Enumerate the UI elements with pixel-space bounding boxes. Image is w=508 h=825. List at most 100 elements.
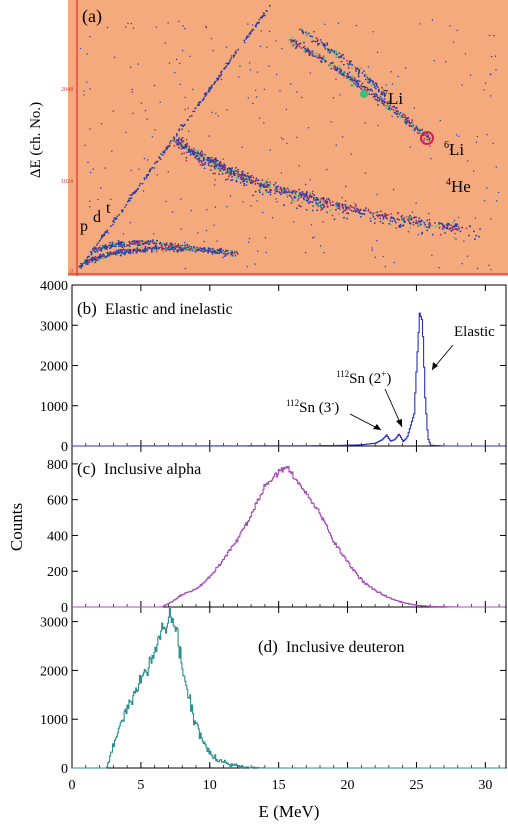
scatter-point <box>300 205 302 208</box>
scatter-point <box>182 147 185 150</box>
scatter-point <box>488 264 490 266</box>
scatter-point <box>98 246 101 249</box>
scatter-point <box>292 199 294 201</box>
scatter-point <box>344 200 347 202</box>
scatter-point <box>328 200 331 202</box>
histogram-series <box>72 312 506 769</box>
scatter-point <box>240 173 243 176</box>
scatter-point <box>398 113 401 116</box>
scatter-point <box>121 241 123 244</box>
scatter-point <box>229 253 232 256</box>
scatter-point <box>205 92 208 94</box>
scatter-point <box>201 164 204 167</box>
scatter-point <box>288 189 291 192</box>
scatter-point <box>167 145 170 148</box>
scatter-point <box>431 233 434 236</box>
scatter-point <box>377 124 379 127</box>
scatter-point <box>345 77 348 80</box>
scatter-point <box>107 252 110 255</box>
scatter-point <box>216 159 219 162</box>
scatter-point <box>305 49 308 52</box>
scatter-point <box>231 179 234 181</box>
scatter-point <box>246 266 248 268</box>
scatter-point <box>337 206 339 209</box>
scatter-point <box>189 55 191 57</box>
scatter-point <box>135 249 138 252</box>
scatter-point <box>316 209 319 212</box>
scatter-point <box>89 36 91 38</box>
scatter-point <box>216 77 219 80</box>
scatter-point <box>425 135 428 138</box>
scatter-point <box>203 247 206 249</box>
scatter-point <box>290 202 293 204</box>
scatter-point <box>182 125 185 128</box>
x-axis-title: E (MeV) <box>259 802 320 821</box>
scatter-point <box>335 204 337 207</box>
scatter-point <box>220 78 222 81</box>
scatter-point <box>391 216 394 219</box>
scatter-point <box>101 247 103 250</box>
scatter-point <box>242 180 244 183</box>
scatter-point <box>121 209 124 212</box>
scatter-point <box>298 45 301 48</box>
scatter-point <box>210 161 213 164</box>
scatter-point <box>400 217 403 220</box>
scatter-point <box>381 97 383 100</box>
scatter-point <box>198 161 200 163</box>
scatter-point <box>308 50 310 53</box>
scatter-point <box>203 240 205 243</box>
scatter-point <box>376 240 378 242</box>
scatter-point <box>99 245 101 247</box>
scatter-point <box>299 194 301 196</box>
panel-a-scatter <box>78 4 500 271</box>
scatter-point <box>265 191 268 194</box>
scatter-point <box>301 28 303 31</box>
scatter-point <box>306 50 309 53</box>
scatter-point <box>129 222 131 224</box>
scatter-point <box>222 168 224 170</box>
scatter-point <box>107 255 110 257</box>
scatter-point <box>350 153 352 155</box>
scatter-point <box>322 57 325 60</box>
scatter-point <box>214 206 217 208</box>
scatter-point <box>239 174 241 177</box>
scatter-point <box>447 222 449 225</box>
scatter-point <box>210 165 213 168</box>
scatter-point <box>319 245 322 247</box>
scatter-point <box>409 125 411 127</box>
scatter-point <box>218 164 221 167</box>
scatter-point <box>346 212 348 214</box>
scatter-point <box>106 229 109 232</box>
scatter-point <box>490 269 492 271</box>
y-tick-label: 3000 <box>40 319 68 334</box>
scatter-point <box>378 100 381 103</box>
scatter-point <box>349 63 351 65</box>
scatter-point <box>181 152 183 155</box>
scatter-point <box>303 49 306 52</box>
scatter-point <box>249 181 252 184</box>
scatter-point <box>194 149 197 152</box>
scatter-point <box>261 193 264 196</box>
scatter-point <box>89 200 91 202</box>
scatter-point <box>140 250 142 252</box>
scatter-point <box>445 61 447 63</box>
scatter-point <box>301 29 304 32</box>
scatter-point <box>476 267 479 270</box>
scatter-point <box>175 133 178 135</box>
scatter-point <box>409 214 411 217</box>
scatter-point <box>389 109 392 112</box>
scatter-point <box>241 146 243 148</box>
panel-b-label: (b) Elastic and inelastic <box>77 299 233 318</box>
scatter-point <box>335 78 337 80</box>
scatter-point <box>385 216 388 219</box>
scatter-point <box>217 115 219 117</box>
scatter-point <box>415 221 418 224</box>
scatter-point <box>387 108 390 110</box>
scatter-point <box>296 207 298 210</box>
scatter-point <box>330 67 333 70</box>
scatter-point <box>94 250 97 253</box>
scatter-point <box>268 65 270 67</box>
scatter-point <box>192 154 195 156</box>
scatter-point <box>378 210 381 213</box>
scatter-point <box>198 159 201 162</box>
